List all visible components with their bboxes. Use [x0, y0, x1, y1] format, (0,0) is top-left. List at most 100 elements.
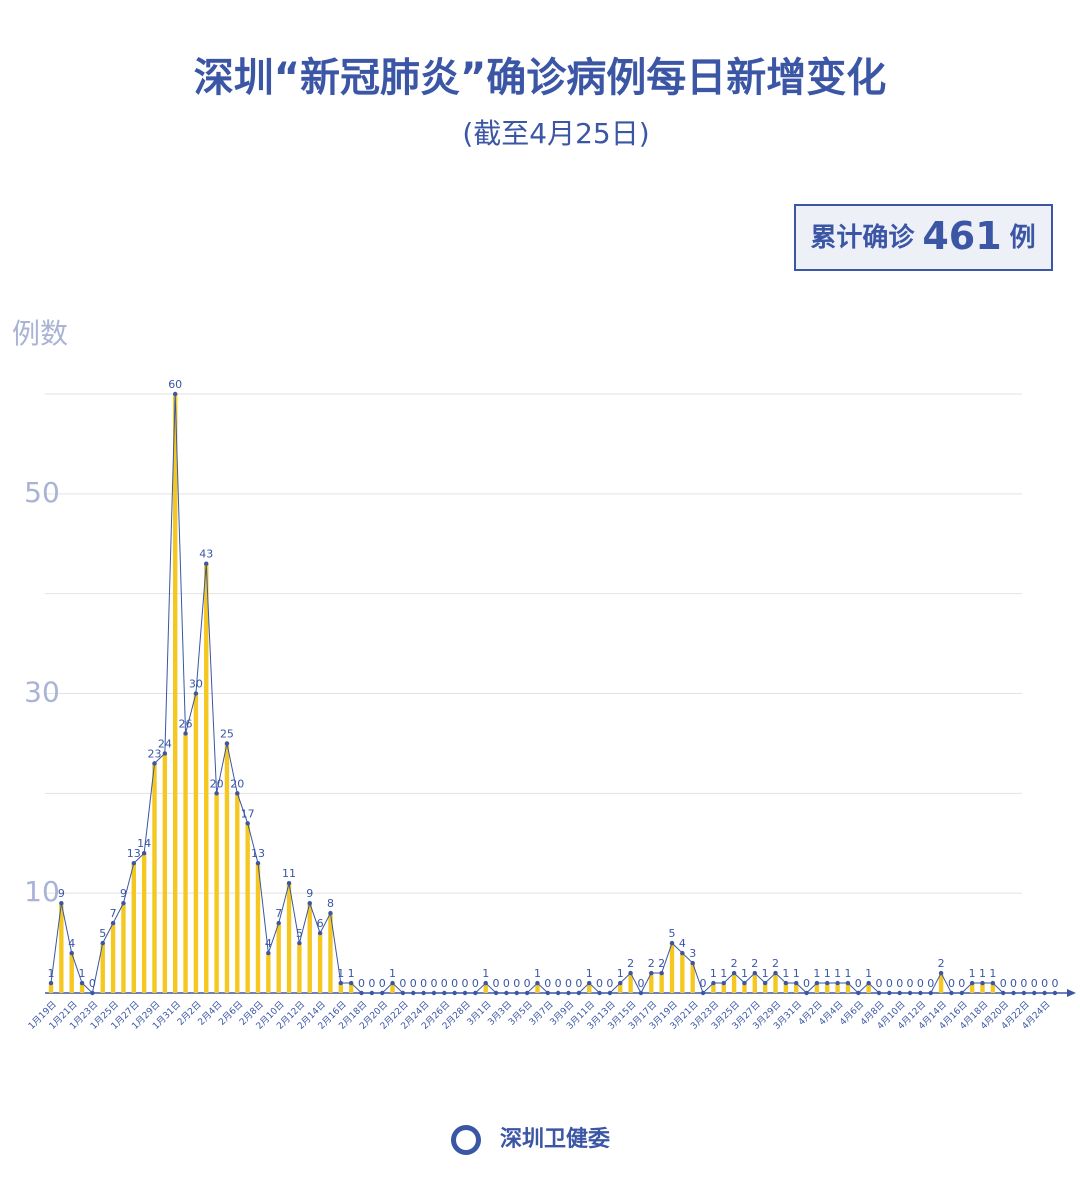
point — [545, 990, 550, 996]
point — [969, 980, 975, 986]
bar — [762, 983, 768, 993]
bar — [214, 793, 219, 993]
value-label: 0 — [958, 977, 965, 990]
bar — [814, 983, 820, 993]
value-label: 0 — [555, 977, 562, 990]
point — [348, 980, 354, 986]
value-label: 20 — [230, 777, 244, 790]
point — [711, 980, 716, 986]
value-label: 0 — [596, 977, 603, 990]
logo-inner — [456, 1130, 476, 1150]
value-label: 7 — [110, 907, 117, 920]
value-label: 0 — [1000, 977, 1007, 990]
point — [431, 990, 437, 996]
bar — [48, 983, 54, 993]
value-label: 5 — [296, 927, 303, 940]
bar — [990, 983, 996, 993]
bar — [59, 903, 64, 993]
value-label: 1 — [834, 967, 841, 980]
bar — [845, 983, 851, 993]
value-label: 1 — [348, 967, 355, 980]
bar — [235, 793, 240, 993]
bar — [783, 983, 789, 993]
value-label: 43 — [199, 548, 213, 561]
point — [866, 980, 871, 986]
bar — [245, 823, 250, 993]
point — [224, 741, 230, 746]
point — [193, 691, 199, 696]
point — [328, 910, 333, 916]
point — [742, 980, 747, 986]
point — [338, 980, 343, 986]
y-tick-label: 50 — [24, 476, 60, 509]
value-label: 0 — [430, 977, 437, 990]
point — [856, 990, 861, 996]
point — [731, 970, 737, 976]
bar — [980, 983, 985, 993]
point — [649, 970, 654, 976]
value-label: 0 — [1031, 977, 1038, 990]
point — [369, 990, 375, 996]
value-label: 0 — [472, 977, 479, 990]
point — [276, 920, 281, 926]
value-label: 1 — [844, 967, 851, 980]
value-label: 0 — [1041, 977, 1048, 990]
value-label: 0 — [948, 977, 955, 990]
point — [876, 990, 882, 996]
bar — [649, 973, 654, 993]
value-label: 0 — [399, 977, 406, 990]
bar — [224, 743, 230, 993]
point — [504, 990, 509, 996]
point — [794, 980, 799, 986]
point — [845, 980, 851, 986]
point — [535, 980, 540, 986]
point — [659, 970, 664, 976]
chart-title: 深圳“新冠肺炎”确诊病例每日新增变化 — [194, 55, 887, 101]
bar — [100, 943, 105, 993]
point — [442, 990, 447, 996]
bar — [141, 853, 147, 993]
bar — [969, 983, 975, 993]
point — [959, 990, 964, 996]
point — [1032, 990, 1037, 996]
value-label: 1 — [586, 967, 593, 980]
point — [307, 900, 312, 906]
bar — [535, 983, 540, 993]
value-label: 0 — [1020, 977, 1027, 990]
point — [555, 990, 561, 996]
value-label: 1 — [813, 967, 820, 980]
point — [131, 861, 136, 866]
point — [411, 990, 416, 996]
point — [421, 990, 426, 996]
bar — [266, 953, 271, 993]
bar — [866, 983, 871, 993]
bar — [162, 753, 168, 993]
bar — [680, 953, 685, 993]
value-label: 1 — [720, 967, 727, 980]
point — [245, 821, 250, 826]
value-label: 1 — [337, 967, 344, 980]
bar — [204, 563, 209, 993]
value-label: 60 — [168, 378, 182, 391]
point — [938, 970, 944, 976]
total-text: 累计确诊 461 例 — [810, 214, 1035, 258]
point — [721, 980, 726, 986]
value-label: 1 — [989, 967, 996, 980]
bar — [483, 983, 488, 993]
point — [390, 980, 395, 986]
total-suffix: 例 — [1010, 223, 1036, 253]
point — [638, 990, 644, 996]
value-label: 9 — [306, 887, 313, 900]
value-label: 0 — [513, 977, 520, 990]
value-label: 2 — [627, 957, 634, 970]
value-label: 1 — [782, 967, 789, 980]
value-label: 0 — [503, 977, 510, 990]
value-label: 0 — [855, 977, 862, 990]
value-label: 4 — [265, 937, 272, 950]
point — [690, 960, 695, 966]
point — [359, 990, 364, 996]
point — [700, 990, 706, 996]
point — [618, 980, 623, 986]
value-label: 0 — [493, 977, 500, 990]
value-label: 0 — [441, 977, 448, 990]
